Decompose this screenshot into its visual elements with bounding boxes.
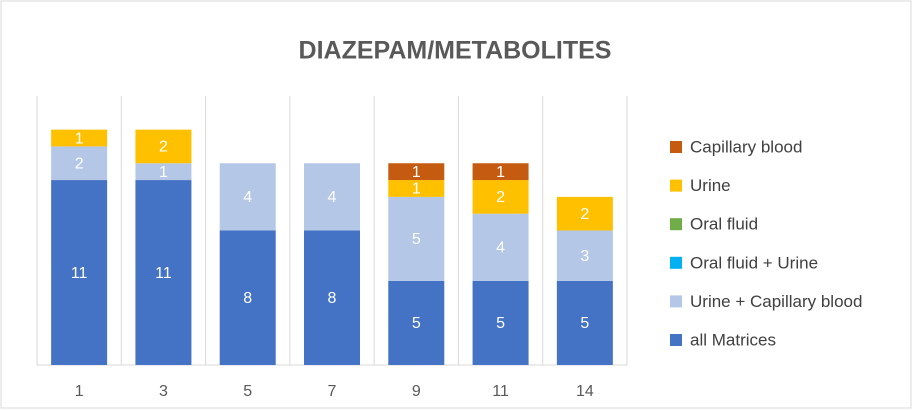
x-tick-label: 7 (328, 383, 337, 400)
x-tick-label: 11 (492, 383, 509, 400)
legend-swatch (670, 295, 682, 308)
bar-segment (51, 129, 108, 147)
bar-segment (304, 163, 360, 231)
bar-segment (556, 230, 613, 281)
bar-segment (388, 180, 445, 197)
bar-segment (388, 163, 445, 181)
bar-segment (51, 180, 108, 365)
data-label: 4 (328, 189, 337, 206)
data-label: 4 (496, 240, 505, 257)
bar-segment (472, 163, 529, 181)
x-tick-label: 14 (576, 383, 594, 400)
data-label: 1 (412, 164, 421, 181)
legend-swatch (670, 334, 682, 346)
bar-segment (388, 280, 445, 365)
bar-segment (388, 196, 445, 281)
data-label: 11 (71, 265, 88, 282)
x-tick-label: 3 (159, 383, 168, 400)
legend-swatch (670, 256, 682, 269)
data-label: 1 (75, 130, 84, 147)
data-label: 11 (155, 265, 172, 282)
bar-segment (472, 180, 529, 214)
data-label: 1 (159, 164, 168, 181)
data-label: 1 (496, 164, 505, 181)
legend-swatch (670, 141, 682, 153)
data-label: 4 (243, 189, 252, 206)
bar-segment (135, 180, 192, 365)
data-label: 2 (159, 139, 168, 156)
bar-segment (556, 280, 613, 365)
x-tick-label: 5 (243, 383, 252, 400)
bar-segment (556, 196, 613, 231)
data-label: 5 (412, 231, 421, 248)
bar-segment (135, 163, 192, 181)
data-label: 5 (580, 315, 589, 332)
legend-swatch (670, 218, 682, 231)
data-label: 5 (412, 315, 421, 332)
data-label: 5 (496, 315, 505, 332)
bar-segment (304, 230, 360, 365)
data-label: 2 (580, 206, 589, 223)
data-label: 1 (412, 181, 421, 198)
legend-swatch (670, 179, 682, 192)
data-label: 2 (75, 155, 84, 172)
legend-label: Urine (690, 176, 731, 195)
chart-title: DIAZEPAM/METABOLITES (299, 37, 612, 65)
bar-segment (135, 129, 192, 164)
legend-label: Oral fluid (690, 215, 758, 234)
bar-segment (472, 213, 529, 281)
data-label: 8 (328, 290, 337, 307)
legend-label: Oral fluid + Urine (690, 253, 818, 272)
x-tick-label: 1 (75, 383, 84, 400)
bar-segment (219, 163, 276, 231)
data-label: 3 (580, 248, 589, 265)
bar-segment (472, 280, 529, 365)
legend-label: Urine + Capillary blood (690, 292, 862, 311)
data-label: 8 (243, 290, 252, 307)
x-tick-label: 9 (412, 383, 421, 400)
legend-label: all Matrices (690, 330, 776, 349)
data-label: 2 (496, 189, 505, 206)
bar-segment (51, 146, 108, 181)
legend-label: Capillary blood (690, 137, 802, 156)
bar-segment (219, 230, 276, 365)
